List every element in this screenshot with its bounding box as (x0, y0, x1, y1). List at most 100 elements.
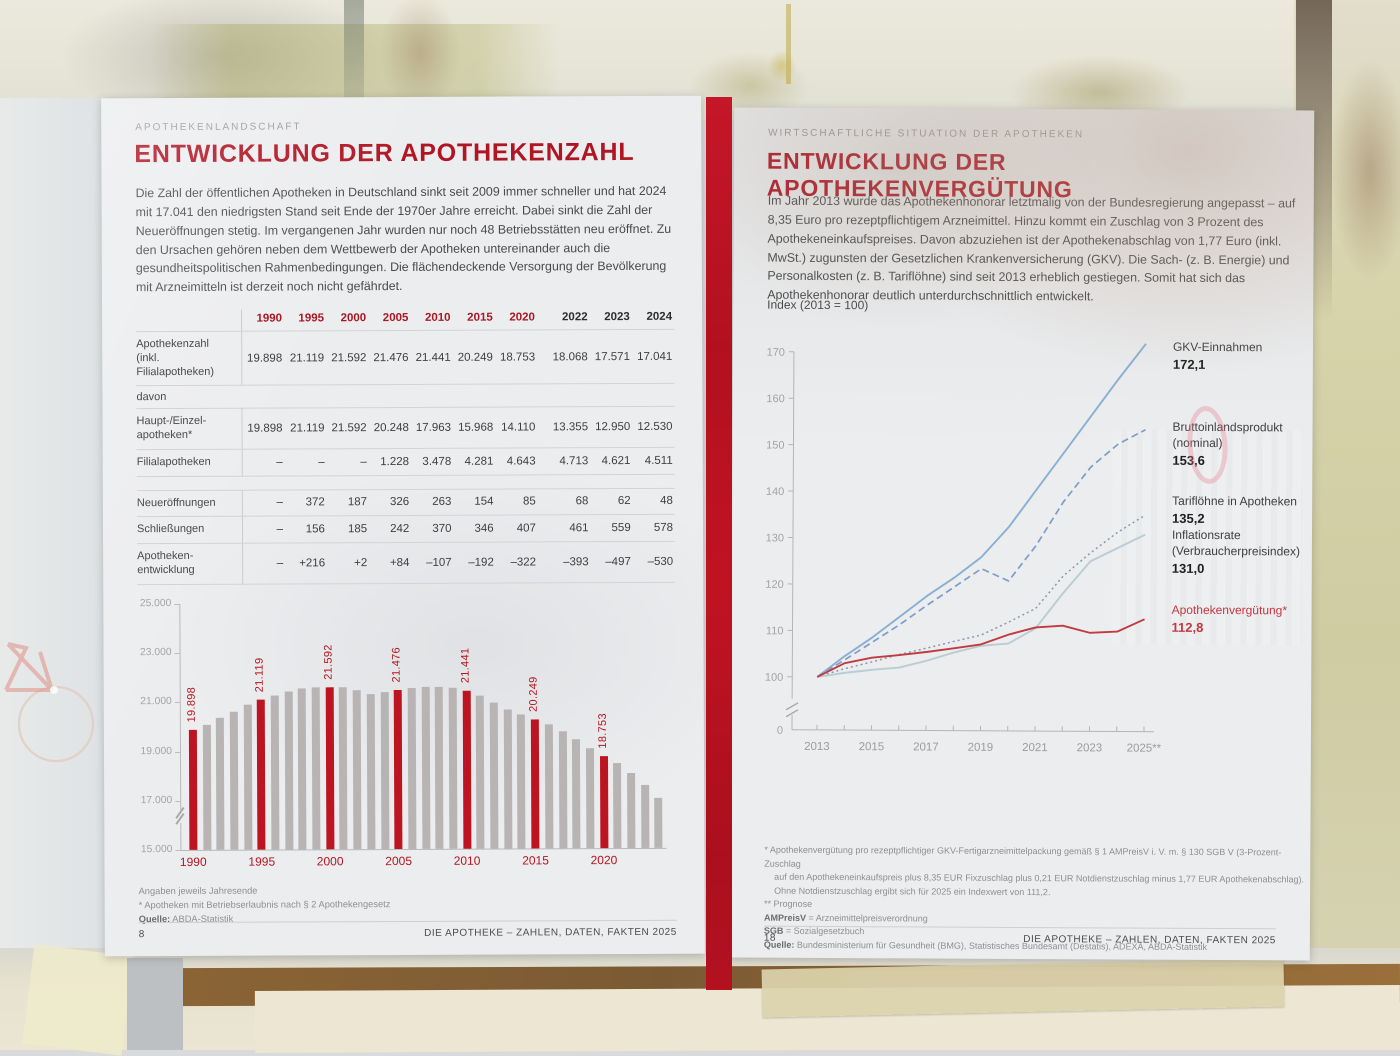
axis-label: 120 (765, 579, 783, 591)
table-cell: 326 (389, 496, 410, 509)
table-cell: 21.476 (373, 351, 409, 364)
table-cell: 21.592 (331, 422, 367, 435)
row-label: Apothekenzahl (inkl. Filialapotheken) (136, 331, 242, 386)
table-cell: 4.511 (644, 454, 673, 467)
year-header: 2010 (424, 311, 451, 324)
verguetung-line-chart: 100 110 120 130 140 150 160 170 0 2013 2015 2017 201… (765, 343, 1162, 755)
bar-highlight (530, 719, 540, 849)
table-row: Apothekenzahl (inkl. Filialapotheken) 19.… (136, 329, 675, 386)
table-cell: 17.963 (415, 421, 452, 434)
bar (434, 686, 444, 849)
bar (421, 687, 431, 849)
year-header: 1990 (256, 312, 283, 325)
footnote-line: Ohne Notdienstzuschlag ergibt sich für 2… (774, 885, 1051, 897)
tree-reflection-2 (380, 0, 460, 110)
axis-label: 2013 (804, 741, 830, 753)
axis-label: 100 (765, 672, 783, 684)
bar (640, 784, 650, 848)
y-axis-label: 15.000 (140, 844, 173, 856)
x-axis-label: 2005 (385, 853, 413, 869)
x-axis-label: 1990 (179, 854, 207, 869)
bar (229, 711, 239, 850)
table-cell: 85 (522, 495, 536, 508)
table-cell: 407 (516, 522, 536, 535)
table-cell: 263 (432, 496, 452, 509)
bar (380, 691, 389, 850)
row-label: Apotheken- entwicklung (137, 543, 243, 585)
x-axis-label: 2000 (316, 854, 344, 869)
bar (572, 739, 581, 849)
table-cell: 20.248 (373, 421, 409, 435)
table-cell: 185 (347, 523, 368, 536)
axis-label: 0 (777, 725, 783, 737)
bar (626, 772, 636, 849)
table-cell: 14.110 (501, 421, 536, 434)
table-row: Haupt-/Einzel- apotheken* 19.898 21.119 21.… (136, 406, 675, 450)
bar-value-label: 21.441 (459, 647, 472, 684)
bar (352, 690, 362, 850)
footnote-line: * Apotheken mit Betriebserlaubnis nach §… (138, 898, 391, 911)
table-cell: 578 (653, 521, 674, 535)
table-cell: 48 (660, 495, 673, 508)
table-cell: 18.068 (552, 350, 588, 363)
y-axis-label: 19.000 (140, 745, 173, 757)
year-header: 2024 (646, 310, 673, 323)
year-header: 2000 (340, 312, 367, 325)
axis-label: 2015 (859, 741, 885, 753)
crane-body-reflection (768, 50, 796, 82)
footnote-line: * Apothekenvergütung pro rezeptpflichtig… (764, 844, 1282, 869)
legend-value: 172,1 (1172, 356, 1206, 372)
legend-name: Inflationsrate (Verbraucherpreisindex) (1171, 527, 1301, 559)
bar (202, 724, 211, 850)
bar-value-label: 21.119 (253, 657, 267, 693)
table-cell: 21.119 (289, 351, 325, 365)
series-line-inflationsrate-verbraucherpreisindex- (817, 533, 1146, 678)
table-cell: 17.571 (594, 350, 630, 363)
year-header: 2020 (509, 311, 535, 324)
table-cell: – (276, 456, 283, 469)
legend-name: GKV-Einnahmen (1172, 339, 1263, 355)
bar-value-label: 20.249 (527, 676, 540, 713)
footer-text: DIE APOTHEKE – ZAHLEN, DATEN, FAKTEN 202… (424, 926, 677, 939)
table-section-row: davon (136, 383, 675, 409)
bar (613, 762, 622, 849)
bar-highlight (257, 699, 266, 850)
bar-highlight (599, 755, 608, 849)
bar (517, 714, 526, 849)
masking-tape (761, 958, 1285, 1018)
left-page: APOTHEKENLANDSCHAFT ENTWICKLUNG DER APOT… (101, 95, 705, 957)
footnote-source: Quelle: ABDA-Statistik (139, 912, 391, 927)
x-axis-label: 2015 (522, 853, 549, 868)
table-cell: 187 (347, 496, 368, 509)
table-row: Neueröffnungen – 372 187 326 263 154 85 68 62 48 (136, 487, 675, 517)
apotheken-table: 1990 1995 2000 2005 2010 2015 2020 2022 2023 2024… (136, 307, 676, 585)
legend-value: 135,2 (1172, 510, 1205, 526)
table-cell: 4.621 (601, 454, 631, 467)
table-header-row: 1990 1995 2000 2005 2010 2015 2020 2022 2023 2024 (136, 308, 674, 332)
crane-mast-reflection (786, 4, 791, 84)
table-cell: 21.119 (290, 422, 325, 435)
table-cell: – (276, 557, 284, 570)
table-row: Filialapotheken – – –1.228 3.478 4.281 4.643 4.… (136, 447, 675, 477)
legend-tarifloehne: Tariflöhne in Apotheken 135,2 (1172, 494, 1314, 527)
bar-highlight (325, 687, 335, 850)
table-cell: davon (136, 391, 167, 404)
table-cell: 154 (474, 495, 494, 509)
series-line-tarifl-hne-in-apotheken (817, 514, 1146, 678)
left-window-strip (0, 98, 106, 960)
table-cell: 21.441 (415, 351, 451, 364)
gray-paper-patch (127, 958, 183, 1050)
post-reflection (344, 0, 364, 110)
left-page-footer: 8 DIE APOTHEKE – ZAHLEN, DATEN, FAKTEN 2… (139, 927, 677, 940)
legend-inflationsrate: Inflationsrate (Verbraucherpreisindex) 1… (1172, 528, 1314, 576)
year-header: 2023 (604, 311, 630, 324)
bar-value-label: 21.476 (390, 647, 403, 683)
table-cell: +84 (389, 556, 410, 569)
x-axis-label: 1995 (248, 854, 276, 869)
table-cell: 21.592 (331, 351, 367, 364)
table-cell: 62 (617, 495, 631, 508)
series-line-gkv-einnahmen (816, 343, 1147, 678)
bar-highlight (188, 729, 198, 850)
y-axis-label: 25.000 (139, 598, 172, 610)
table-cell: +216 (299, 557, 326, 570)
